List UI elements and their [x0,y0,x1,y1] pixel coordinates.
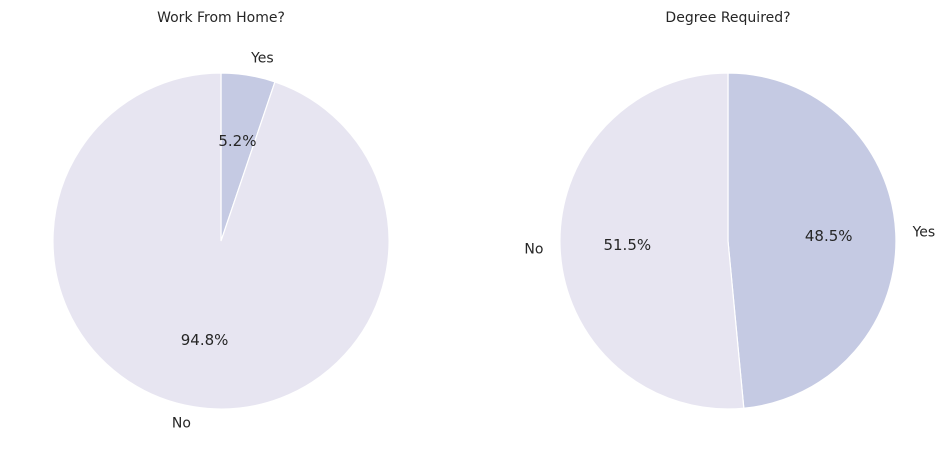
value-label: 5.2% [218,132,256,150]
slice-label: Yes [250,51,274,67]
chart-title: Degree Required? [665,10,790,26]
slice-label: No [524,242,543,258]
pie-chart-degree-required: Degree Required? Yes 48.5% No 51.5% [524,10,935,410]
pie-slice-no [52,72,390,410]
slice-label: Yes [912,224,936,240]
value-label: 94.8% [181,331,229,349]
value-label: 48.5% [805,227,853,245]
pie-slice-yes [727,72,897,409]
pie-slice-no [559,72,745,410]
chart-title: Work From Home? [157,10,285,26]
pie-labels: Yes 5.2% No 94.8% [172,51,274,432]
pie-slices [559,72,897,410]
slice-label: No [172,415,191,431]
pie-chart-work-from-home: Work From Home? Yes 5.2% No 94.8% [52,10,390,432]
value-label: 51.5% [603,236,651,254]
pie-slices [52,72,390,410]
pie-labels: Yes 48.5% No 51.5% [524,224,935,257]
